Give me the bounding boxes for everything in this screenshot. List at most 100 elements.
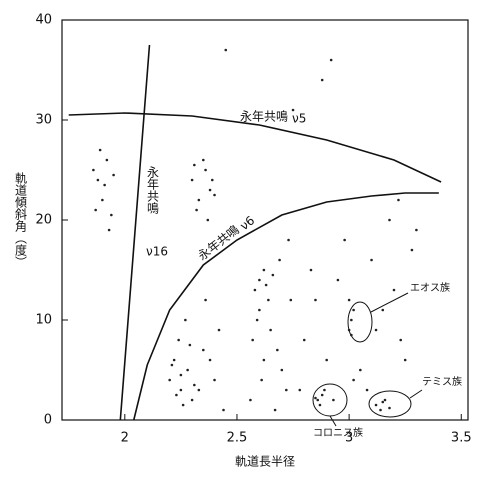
themis-ellipse [368,390,412,418]
point [343,238,346,242]
point [329,58,333,62]
point [258,308,261,312]
point [103,183,106,187]
point [96,178,100,182]
point [370,258,373,262]
resonance-curve [68,112,442,183]
point [350,318,353,322]
point [336,278,340,282]
point [388,218,391,222]
point [213,193,216,197]
point [208,188,212,192]
point [278,258,281,262]
point [193,163,196,167]
point [210,178,214,182]
point [251,338,254,342]
y-tick-label: 30 [35,113,52,128]
point [204,168,207,172]
point [190,398,194,402]
point [258,278,261,282]
point [388,406,391,410]
point [92,168,95,172]
point [280,368,284,372]
point [186,368,189,372]
point [374,328,378,332]
point [197,388,201,392]
point [383,398,387,402]
point [347,298,351,302]
point [253,288,257,292]
point [202,158,205,162]
leader-line [329,415,337,427]
curve-label: 永年共鳴 [195,223,241,264]
x-tick-label: 3.5 [451,431,472,446]
point [410,248,414,252]
point [314,298,317,302]
x-axis-label: 軌道長半径 [235,454,295,469]
point [175,393,178,397]
point [179,388,183,392]
point [347,328,351,332]
point [94,208,97,212]
family-label: エオス族 [410,281,450,294]
point [172,358,176,362]
point [276,348,279,352]
point [316,398,320,402]
point [273,408,277,412]
point [397,198,400,202]
point [365,388,369,392]
point [318,403,322,407]
point [208,358,212,362]
y-tick-label: 10 [35,313,52,328]
point [213,378,216,382]
family-label: テミス族 [422,375,462,388]
point [374,403,378,407]
point [320,393,324,397]
point [101,198,104,202]
point [291,108,295,112]
point [314,396,317,400]
point [399,338,403,342]
point [249,398,252,402]
point [262,268,266,272]
point [352,308,355,312]
point [298,388,302,392]
point [323,388,326,392]
point [206,218,210,222]
resonance-curve [133,192,439,421]
point [320,78,324,82]
point [332,398,335,402]
point [287,238,290,242]
point [302,338,306,342]
point [359,368,362,372]
x-tick-label: 2 [121,431,129,446]
point [285,388,288,392]
point [381,400,385,404]
point [325,358,328,362]
point [188,343,192,347]
point [269,328,272,332]
curve-label: 永年共鳴 [240,110,288,124]
point [193,383,196,387]
y-tick-label: 20 [35,213,52,228]
point [168,378,171,382]
point [177,338,180,342]
point [112,173,115,177]
point [202,348,205,352]
point [217,328,221,332]
point [105,158,109,162]
point [271,273,275,277]
point [184,318,187,322]
point [190,178,194,182]
point [260,378,263,382]
curve-label: ν6 [237,213,257,233]
point [170,363,174,367]
point [222,408,225,412]
point [195,208,198,212]
point [98,148,102,152]
leader-line [370,292,409,313]
y-axis-label: 軌道傾斜角（度） [14,171,28,268]
point [197,198,201,202]
point [224,48,228,52]
point [350,333,353,337]
